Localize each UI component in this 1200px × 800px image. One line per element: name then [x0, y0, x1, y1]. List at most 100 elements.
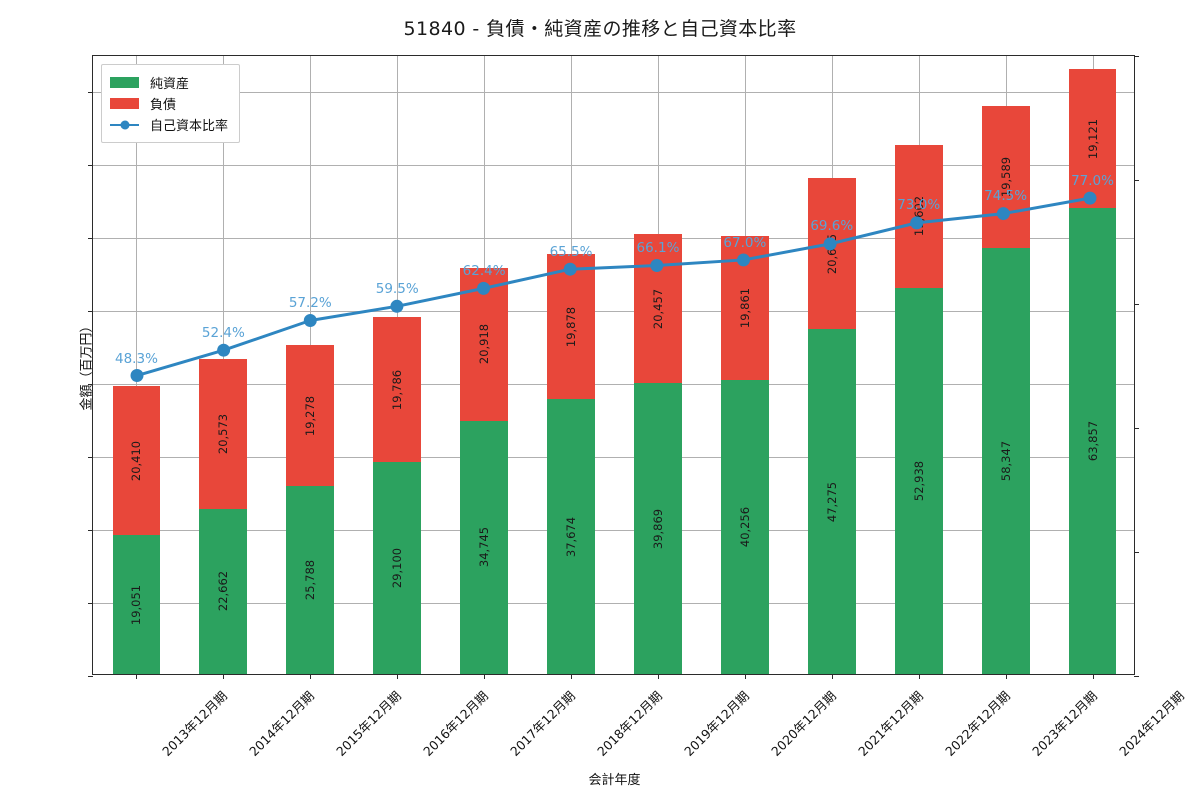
bar-segment-debt[interactable]: 20,573 [199, 358, 248, 509]
bar-value-label-debt: 19,278 [303, 395, 318, 436]
legend-swatch-red-icon [110, 98, 139, 109]
bar-segment-debt[interactable]: 20,457 [634, 234, 682, 384]
bar-group[interactable]: 22,662 20,573 [199, 56, 248, 674]
bar-segment-equity[interactable]: 52,938 [894, 287, 943, 674]
bar-segment-equity[interactable]: 34,745 [460, 420, 509, 674]
bar-value-label-debt: 20,573 [216, 413, 231, 454]
x-axis-tick-label: 2023年12月期 [1028, 688, 1100, 759]
y-axis-right-tick-mark [1134, 180, 1139, 181]
y-axis-right-tick-mark [1134, 56, 1139, 57]
bar-segment-equity[interactable]: 37,674 [547, 399, 595, 674]
bar-group[interactable]: 63,857 19,121 [1068, 56, 1117, 674]
bar-segment-equity[interactable]: 22,662 [199, 508, 248, 674]
chart-legend: 純資産 負債 自己資本比率 [101, 64, 241, 143]
bar-segment-equity[interactable]: 39,869 [634, 383, 682, 674]
y-axis-left-tick-mark [88, 603, 93, 605]
bar-group[interactable]: 19,051 20,410 [112, 56, 161, 674]
x-axis-tick-mark [1092, 674, 1094, 679]
y-axis-right-tick-mark [1134, 428, 1139, 429]
bar-group[interactable]: 47,275 20,685 [807, 56, 856, 674]
bar-group[interactable]: 39,869 20,457 [634, 56, 682, 674]
gridline-horizontal [93, 92, 1134, 94]
bar-segment-debt[interactable]: 19,278 [286, 345, 335, 486]
y-axis-right-tick-mark [1134, 304, 1139, 305]
legend-label-ratio: 自己資本比率 [150, 119, 229, 134]
gridline-horizontal [93, 384, 1134, 386]
bar-group[interactable]: 29,100 19,786 [373, 56, 422, 674]
x-axis-tick-mark [831, 674, 833, 679]
x-axis-tick-label: 2015年12月期 [333, 688, 405, 759]
bar-value-label-debt: 19,589 [998, 156, 1013, 198]
bar-value-label-equity: 25,788 [303, 559, 318, 601]
plot-area: 19,051 20,410 22,662 20,573 25,788 19,278 29,1… [80, 55, 1186, 788]
x-axis-tick-label: 2017年12月期 [507, 688, 579, 759]
bar-group[interactable]: 25,788 19,278 [286, 56, 335, 674]
bar-value-label-equity: 40,256 [737, 507, 752, 548]
legend-swatch-green-icon [110, 77, 139, 88]
bar-group[interactable]: 37,674 19,878 [547, 56, 595, 674]
bar-value-label-equity: 63,857 [1085, 420, 1100, 462]
bar-value-label-debt: 20,410 [129, 440, 144, 481]
bar-segment-debt[interactable]: 19,878 [547, 254, 595, 400]
gridline-horizontal [93, 457, 1134, 459]
bar-segment-equity[interactable]: 58,347 [981, 248, 1030, 674]
y-axis-left-tick-mark [88, 92, 93, 94]
bar-value-label-equity: 52,938 [911, 460, 926, 502]
bar-group[interactable]: 52,938 19,602 [894, 56, 943, 674]
bar-value-label-equity: 39,869 [650, 508, 665, 549]
bar-value-label-debt: 20,918 [477, 324, 492, 365]
x-axis-tick-mark [657, 674, 659, 679]
bar-segment-debt[interactable]: 19,589 [981, 105, 1030, 249]
legend-line-marker-icon [110, 119, 139, 130]
x-axis-tick-label: 2016年12月期 [420, 688, 492, 759]
x-axis-tick-mark [136, 674, 138, 679]
x-axis-tick-mark [571, 674, 573, 679]
bar-group[interactable]: 34,745 20,918 [460, 56, 509, 674]
legend-item-equity: 純資産 [110, 72, 228, 93]
bar-segment-debt[interactable]: 19,861 [720, 235, 769, 381]
bar-segment-debt[interactable]: 19,121 [1068, 68, 1117, 209]
bar-group[interactable]: 40,256 19,861 [720, 56, 769, 674]
gridline-horizontal [93, 238, 1134, 240]
bar-value-label-equity: 58,347 [998, 441, 1013, 482]
y-axis-left-tick-mark [88, 384, 93, 386]
legend-item-debt: 負債 [110, 93, 228, 114]
ratio-polyline [135, 196, 1092, 378]
legend-label-debt: 負債 [150, 98, 177, 113]
x-axis-tick-mark [223, 674, 225, 679]
bar-value-label-debt: 19,861 [737, 287, 752, 329]
bar-segment-debt[interactable]: 20,410 [112, 386, 161, 536]
bar-value-label-equity: 29,100 [390, 547, 405, 588]
y-axis-left-tick-mark [88, 676, 93, 677]
x-axis-tick-mark [744, 674, 746, 679]
x-axis-tick-mark [918, 674, 920, 679]
bar-value-label-debt: 20,685 [824, 233, 839, 274]
x-axis-tick-mark [484, 674, 486, 679]
bar-value-label-equity: 34,745 [477, 527, 492, 568]
y-axis-left-tick-mark [88, 311, 93, 313]
bar-group[interactable]: 58,347 19,589 [981, 56, 1030, 674]
bar-segment-equity[interactable]: 19,051 [112, 535, 161, 674]
bar-value-label-equity: 22,662 [216, 571, 231, 612]
bar-segment-equity[interactable]: 40,256 [720, 380, 769, 674]
bar-segment-equity[interactable]: 63,857 [1068, 208, 1117, 674]
bar-value-label-debt: 20,457 [650, 288, 665, 329]
bar-segment-debt[interactable]: 19,786 [373, 317, 422, 462]
x-axis-tick-mark [1005, 674, 1007, 679]
gridline-horizontal [93, 311, 1134, 313]
bar-segment-debt[interactable]: 20,685 [807, 178, 856, 330]
x-axis-tick-label: 2018年12月期 [594, 688, 665, 759]
x-axis-tick-mark [397, 674, 399, 679]
bar-segment-debt[interactable]: 19,602 [894, 144, 943, 288]
gridline-horizontal [93, 530, 1134, 532]
y-axis-left-tick-mark [88, 238, 93, 240]
bar-value-label-debt: 19,121 [1085, 118, 1100, 159]
x-axis-tick-label: 2019年12月期 [681, 688, 752, 759]
bar-segment-equity[interactable]: 25,788 [286, 485, 335, 674]
bar-segment-debt[interactable]: 20,918 [460, 268, 509, 421]
x-axis-tick-label: 2024年12月期 [1115, 688, 1187, 759]
y-axis-right-tick-mark [1134, 676, 1139, 677]
bar-segment-equity[interactable]: 47,275 [807, 329, 856, 674]
bar-segment-equity[interactable]: 29,100 [373, 461, 422, 674]
